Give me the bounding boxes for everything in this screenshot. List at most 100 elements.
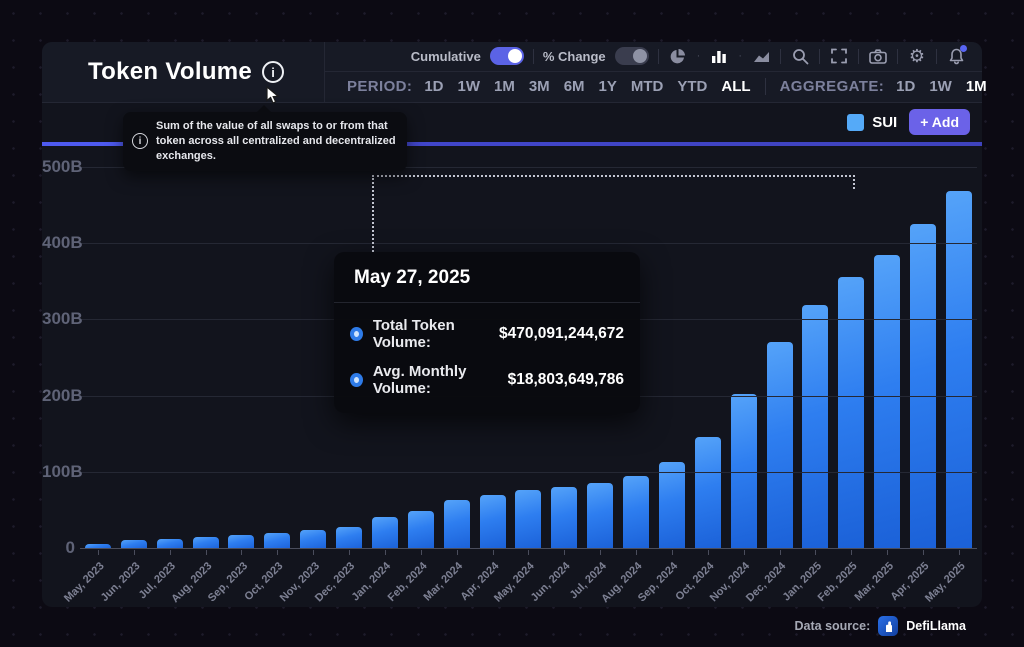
bar-jun-2023[interactable]	[120, 540, 147, 549]
info-tooltip: i Sum of the value of all swaps to or fr…	[123, 105, 407, 171]
period-option-ytd[interactable]: YTD	[677, 78, 708, 96]
tooltip-row: Total Token Volume: $470,091,244,672	[350, 317, 624, 351]
divider	[936, 48, 937, 64]
period-option-mtd[interactable]: MTD	[630, 78, 664, 96]
x-tick	[205, 550, 207, 555]
x-axis-cell: Jan, 2024	[350, 550, 403, 606]
divider: ·	[696, 49, 701, 62]
crosshair-bar-stub	[853, 175, 855, 189]
divider	[657, 48, 659, 64]
period-option-1d[interactable]: 1D	[424, 78, 444, 96]
x-axis-cell: May, 2024	[492, 550, 547, 606]
bar-jan-2025[interactable]	[802, 305, 829, 549]
x-tick	[528, 550, 530, 555]
bar-dec-2024[interactable]	[766, 341, 793, 549]
range-brush-line[interactable]	[42, 142, 982, 146]
x-axis-cell: Nov, 2024	[708, 550, 762, 606]
bar-feb-2024[interactable]	[407, 510, 434, 549]
x-axis-cell: Dec, 2023	[313, 550, 367, 606]
x-tick	[313, 550, 315, 555]
toggle-knob	[507, 49, 522, 64]
gridline	[80, 243, 977, 245]
bar-mar-2024[interactable]	[443, 500, 470, 549]
bar-chart-icon[interactable]	[709, 46, 729, 66]
legend-row: SUI + Add	[847, 109, 970, 135]
period-option-3m[interactable]: 3M	[528, 78, 550, 96]
x-axis-cell: Oct, 2023	[243, 550, 295, 606]
bar-sep-2023[interactable]	[228, 535, 255, 549]
gridline	[80, 471, 977, 473]
x-tick	[923, 550, 925, 555]
defillama-logo-icon	[878, 616, 899, 636]
bar-jan-2024[interactable]	[371, 517, 398, 549]
bar-jul-2024[interactable]	[587, 483, 614, 549]
aggregate-option-1m[interactable]: 1M	[965, 78, 987, 96]
pie-chart-icon[interactable]	[668, 46, 688, 66]
plot-area: 0 100B 200B 300B 400B 500B	[42, 157, 977, 557]
legend-swatch	[847, 113, 865, 131]
legend-item-sui[interactable]: SUI	[847, 113, 897, 131]
gridline	[80, 167, 977, 168]
bar-may-2024[interactable]	[515, 490, 542, 549]
cumulative-toggle[interactable]	[489, 47, 524, 66]
info-icon[interactable]: i	[262, 61, 285, 83]
bar-mar-2025[interactable]	[874, 254, 901, 549]
brand-name: DefiLlama	[906, 619, 966, 633]
x-axis-cell: Nov, 2023	[277, 550, 331, 606]
aggregate-option-1d[interactable]: 1D	[896, 78, 916, 96]
bar-nov-2024[interactable]	[730, 393, 757, 549]
aggregate-option-1w[interactable]: 1W	[929, 78, 952, 96]
add-token-button[interactable]: + Add	[909, 109, 970, 135]
series-marker-icon	[350, 327, 363, 341]
tooltip-row-label: Avg. Monthly Volume:	[372, 363, 467, 397]
fullscreen-icon[interactable]	[829, 46, 849, 66]
period-option-all[interactable]: ALL	[721, 78, 751, 96]
page-title: Token Volume	[88, 58, 253, 85]
bar-aug-2024[interactable]	[623, 475, 650, 549]
period-option-6m[interactable]: 6M	[563, 78, 585, 96]
period-option-1m[interactable]: 1M	[494, 78, 515, 96]
y-tick-label: 0	[65, 538, 75, 557]
bar-apr-2024[interactable]	[479, 494, 506, 549]
pct-change-toggle[interactable]	[614, 47, 649, 66]
bar-dec-2023[interactable]	[336, 526, 363, 549]
bar-aug-2023[interactable]	[192, 536, 219, 549]
search-icon[interactable]	[790, 46, 810, 66]
bar-may-2023[interactable]	[84, 544, 111, 549]
divider: ·	[738, 49, 742, 62]
x-tick	[241, 550, 243, 555]
x-tick	[420, 550, 422, 555]
bar-feb-2025[interactable]	[838, 276, 865, 549]
aggregate-options: 1D 1W 1M	[896, 78, 987, 95]
area-chart-icon[interactable]	[751, 46, 771, 66]
tooltip-row: Avg. Monthly Volume: $18,803,649,786	[350, 363, 624, 397]
period-option-1w[interactable]: 1W	[457, 78, 481, 96]
bar-oct-2023[interactable]	[264, 533, 291, 549]
bar-jun-2024[interactable]	[551, 486, 578, 549]
y-tick-label: 200B	[42, 385, 83, 405]
crosshair-vertical	[372, 175, 374, 252]
x-axis-cell: Feb, 2024	[385, 550, 439, 606]
period-option-1y[interactable]: 1Y	[598, 78, 617, 96]
bar-jul-2023[interactable]	[156, 539, 183, 549]
y-tick-label: 400B	[42, 233, 83, 253]
chart-tooltip: May 27, 2025 Total Token Volume: $470,091…	[334, 252, 640, 413]
header-controls: Cumulative % Change · ·	[325, 42, 987, 102]
notifications-icon[interactable]	[946, 45, 967, 66]
x-tick	[958, 550, 960, 555]
tooltip-row-label: Total Token Volume:	[372, 317, 455, 351]
bar-oct-2024[interactable]	[694, 437, 721, 549]
y-tick-label: 300B	[42, 309, 83, 329]
notification-dot	[960, 45, 967, 53]
settings-icon[interactable]: ⚙	[908, 46, 926, 67]
bar-sep-2024[interactable]	[658, 462, 685, 549]
x-axis-cell: Mar, 2024	[422, 550, 475, 606]
bar-nov-2023[interactable]	[300, 529, 327, 549]
camera-icon[interactable]	[868, 46, 888, 66]
bar-may-2025[interactable]	[945, 190, 972, 549]
divider	[764, 78, 766, 96]
period-label: PERIOD:	[347, 78, 413, 96]
x-axis-cell: Aug, 2024	[599, 550, 654, 606]
bar-apr-2025[interactable]	[910, 224, 937, 549]
tooltip-row-value: $18,803,649,786	[507, 371, 624, 388]
